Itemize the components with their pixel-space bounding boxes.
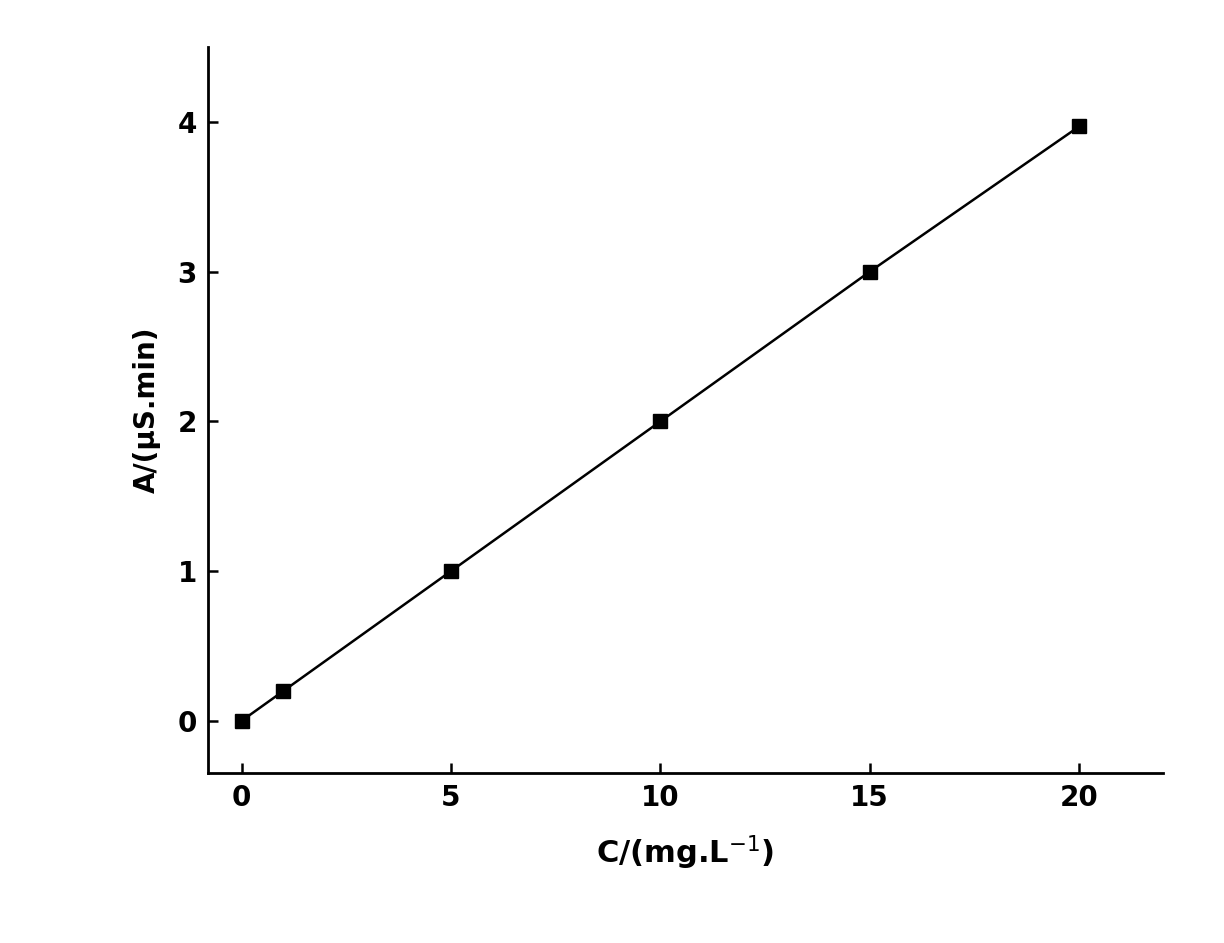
Y-axis label: A/(μS.min): A/(μS.min) (133, 327, 160, 493)
X-axis label: C/(mg.L$^{-1}$): C/(mg.L$^{-1}$) (596, 834, 775, 871)
